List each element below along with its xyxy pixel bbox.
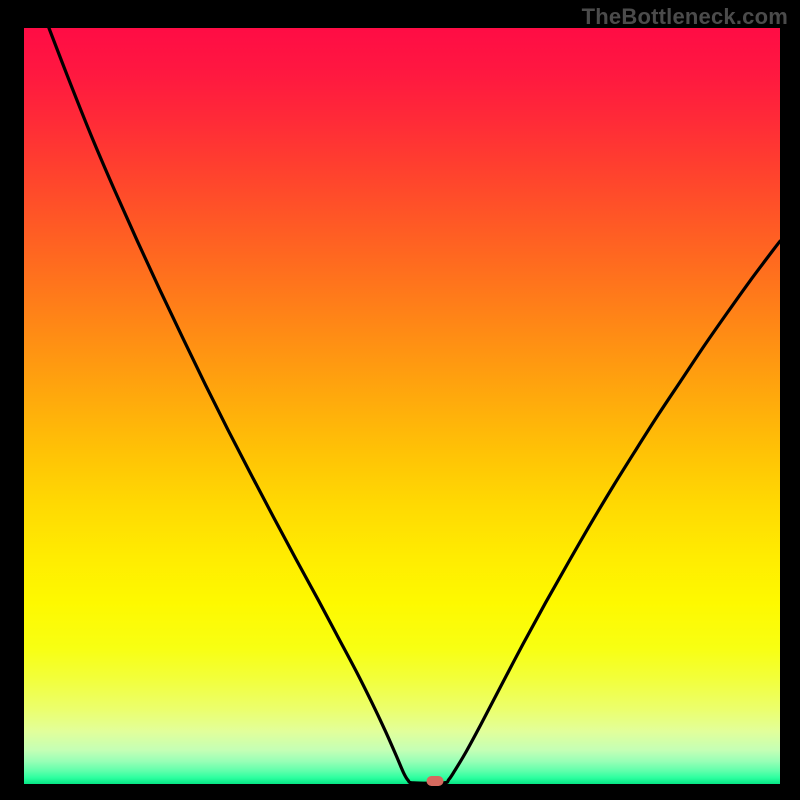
watermark-text: TheBottleneck.com [582, 4, 788, 30]
image-frame: TheBottleneck.com [0, 0, 800, 800]
plot-area [24, 28, 780, 784]
gradient-background [24, 28, 780, 784]
